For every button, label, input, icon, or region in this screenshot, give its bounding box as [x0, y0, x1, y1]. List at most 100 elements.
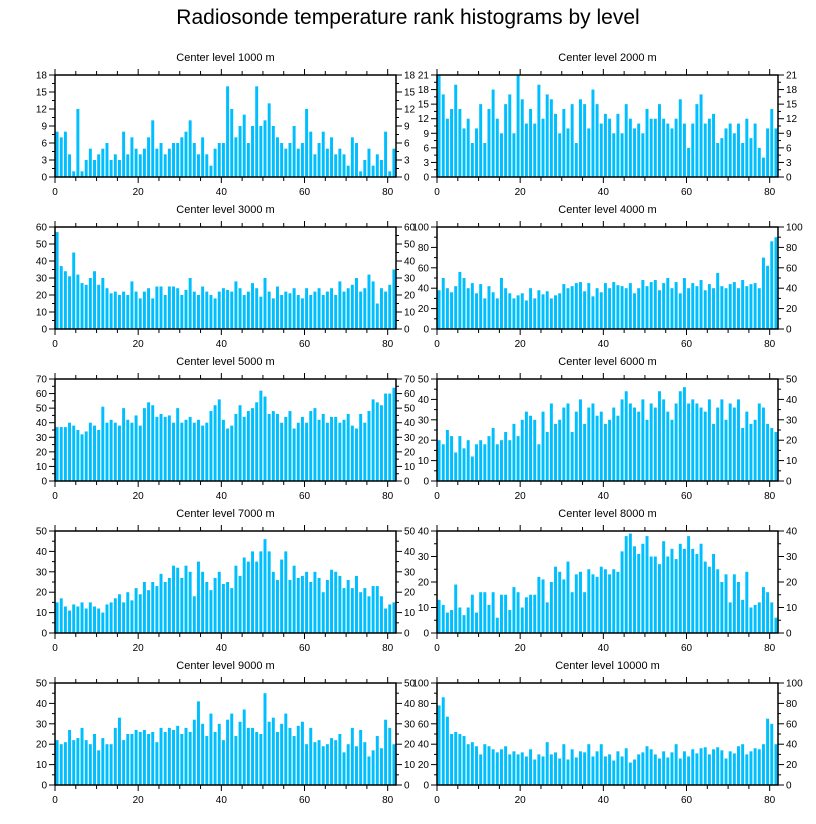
histogram-bar	[583, 752, 587, 785]
histogram-bar	[666, 757, 670, 785]
histogram-bar	[454, 731, 458, 785]
histogram-panel: Center level 6000 m 0 20 40 60 80 0 10 20 30 40 50 0…	[418, 356, 798, 502]
histogram-bar	[325, 291, 329, 329]
histogram-bar	[508, 440, 512, 481]
histogram-bar	[757, 288, 761, 329]
histogram-bar	[504, 288, 508, 329]
histogram-bar	[737, 399, 740, 481]
histogram-bar	[732, 753, 736, 785]
histogram-bar	[317, 577, 321, 633]
y-tick-label-right: 40	[404, 699, 416, 710]
histogram-bar	[620, 133, 624, 177]
histogram-bar	[300, 143, 304, 177]
histogram-bar	[280, 143, 284, 177]
histogram-bar	[749, 607, 753, 633]
histogram-bar	[338, 422, 342, 481]
histogram-bar	[745, 754, 749, 785]
histogram-bar	[616, 113, 620, 177]
histogram-bar	[251, 126, 255, 177]
histogram-bar	[774, 432, 778, 481]
histogram-bar	[230, 713, 234, 785]
histogram-bar	[313, 571, 317, 633]
x-tick-label: 0	[52, 491, 58, 502]
histogram-bar	[371, 165, 375, 177]
histogram-bar	[55, 602, 59, 633]
x-tick-label: 80	[382, 187, 394, 198]
histogram-bar	[441, 94, 445, 177]
histogram-bar	[633, 293, 637, 329]
histogram-bar	[63, 606, 67, 633]
histogram-bar	[720, 399, 724, 481]
histogram-bar	[533, 123, 537, 177]
histogram-bar	[230, 291, 234, 329]
histogram-bar	[562, 109, 566, 177]
histogram-bar	[541, 411, 545, 481]
y-tick-label: 20	[418, 578, 430, 589]
histogram-bar	[63, 427, 67, 481]
histogram-bar	[72, 740, 76, 785]
histogram-bar	[117, 160, 121, 177]
x-tick-label: 60	[299, 187, 311, 198]
histogram-bar	[637, 411, 641, 481]
histogram-bar	[280, 723, 284, 785]
y-tick-label: 40	[36, 699, 48, 710]
histogram-bar	[595, 104, 599, 177]
y-tick-label: 50	[36, 404, 48, 415]
histogram-bar	[770, 723, 774, 785]
histogram-bar	[317, 419, 321, 481]
y-tick-label: 10	[36, 608, 48, 619]
histogram-bar	[666, 411, 670, 481]
histogram-bar	[695, 753, 699, 785]
histogram-bar	[516, 592, 520, 633]
histogram-bar	[163, 731, 167, 785]
histogram-bar	[470, 742, 474, 785]
y-tick-label-right: 40	[786, 395, 798, 406]
histogram-bar	[379, 748, 383, 785]
histogram-bar	[691, 123, 695, 177]
histogram-bar	[678, 758, 682, 785]
histogram-bar	[63, 742, 67, 785]
histogram-bar	[267, 721, 271, 785]
histogram-bar	[126, 734, 130, 785]
x-tick-label: 20	[515, 643, 527, 654]
y-tick-label: 9	[41, 122, 47, 133]
y-tick-label-right: 0	[404, 781, 410, 792]
histogram-bar	[267, 413, 271, 481]
x-tick-label: 40	[598, 491, 610, 502]
y-tick-label: 20	[418, 760, 430, 771]
histogram-bar	[317, 740, 321, 785]
y-tick-label-right: 20	[786, 760, 798, 771]
histogram-bar	[566, 759, 570, 785]
histogram-bar	[707, 754, 711, 785]
histogram-bar	[201, 571, 205, 633]
y-tick-label-right: 6	[786, 143, 792, 154]
histogram-bar	[105, 143, 109, 177]
histogram-bar	[76, 274, 80, 329]
y-tick-label: 30	[36, 433, 48, 444]
y-tick-label-right: 12	[786, 114, 798, 125]
histogram-bar	[441, 278, 445, 329]
y-tick-label: 6	[41, 139, 47, 150]
histogram-bar	[458, 436, 462, 481]
histogram-bar	[234, 137, 238, 177]
y-tick-label: 0	[41, 629, 47, 640]
y-tick-label: 30	[418, 415, 430, 426]
y-tick-label-right: 80	[786, 243, 798, 254]
histogram-bar	[724, 288, 728, 329]
histogram-bar	[205, 154, 209, 177]
histogram-bar	[246, 561, 250, 633]
histogram-bar	[388, 171, 392, 177]
histogram-bar	[645, 419, 649, 481]
y-tick-label-right: 40	[404, 418, 416, 429]
histogram-bar	[68, 422, 72, 481]
histogram-panel: Center level 7000 m 0 20 40 60 80 0 10 20 30 40 50 0…	[36, 508, 416, 654]
histogram-bar	[524, 597, 528, 633]
histogram-bar	[741, 427, 745, 481]
histogram-bar	[375, 154, 379, 177]
y-tick-label-right: 20	[786, 304, 798, 315]
histogram-bar	[595, 751, 599, 785]
histogram-bar	[334, 154, 338, 177]
y-tick-label-right: 20	[404, 291, 416, 302]
histogram-bar	[263, 120, 267, 177]
histogram-bar	[766, 128, 770, 177]
